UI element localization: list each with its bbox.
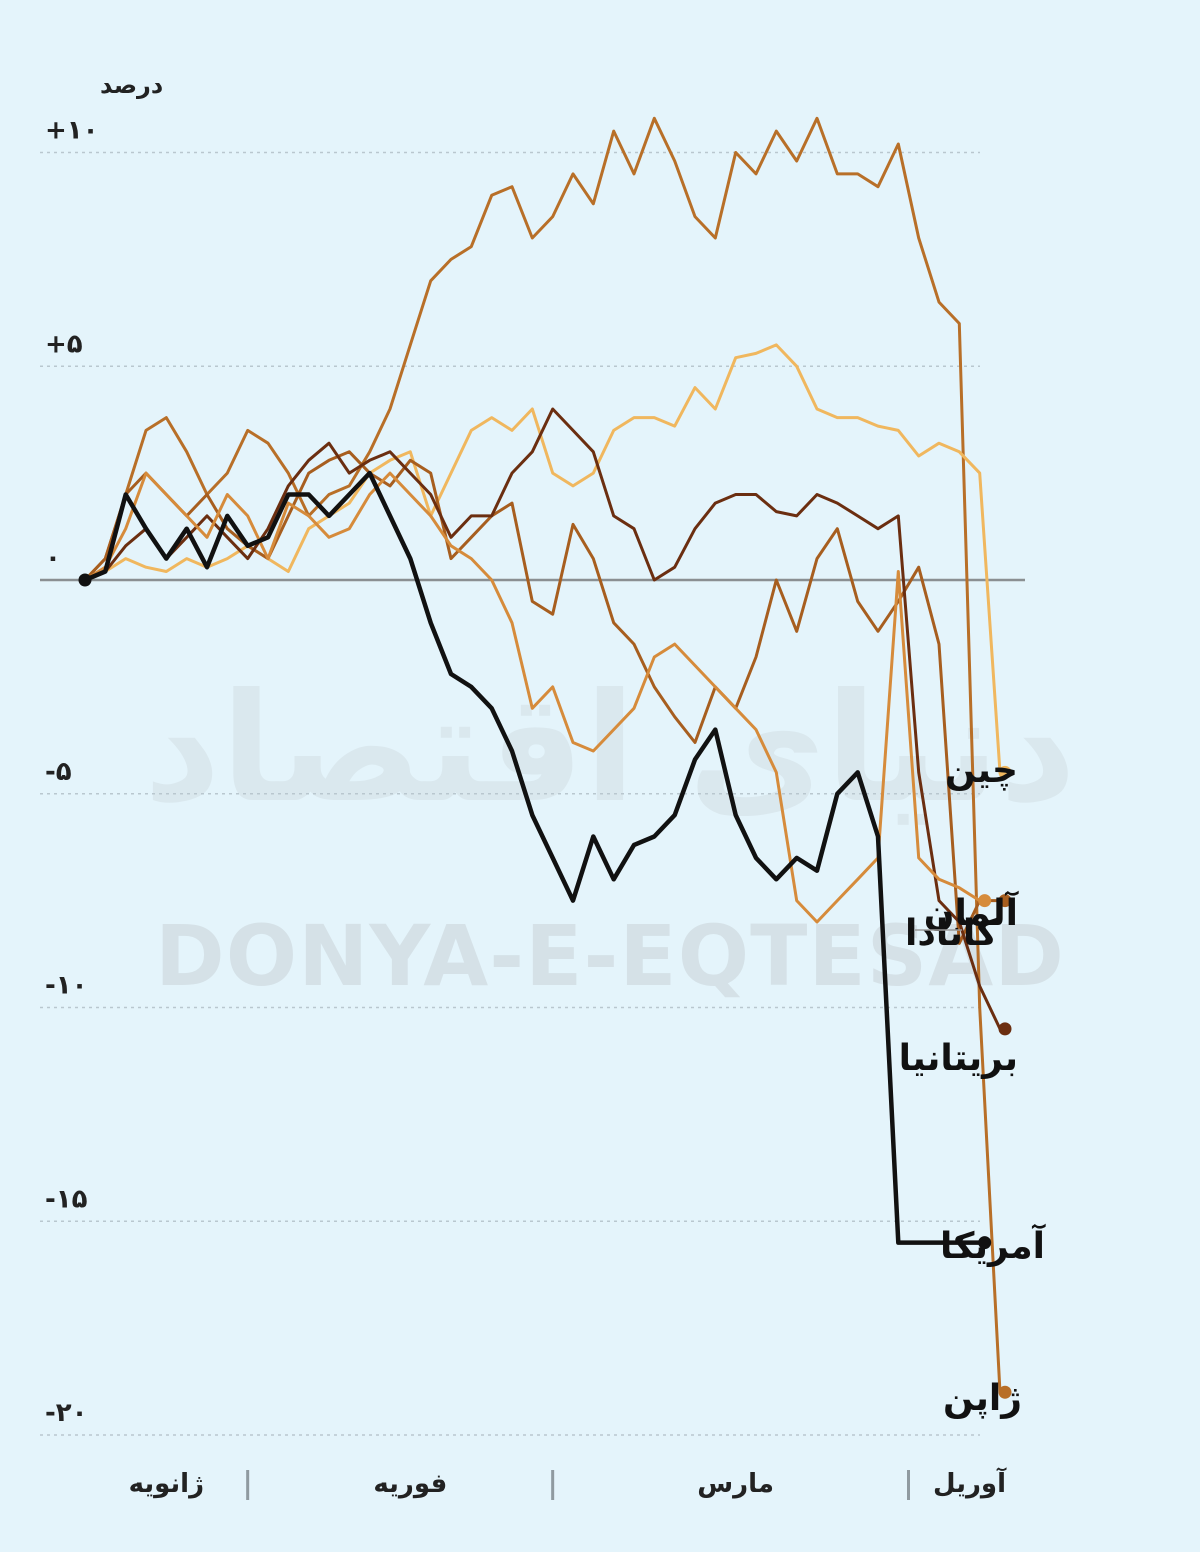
series-endpoint-4 [978,894,992,908]
series-line-5 [82,470,982,1245]
series-label-0: ژاپن [943,1378,1022,1419]
x-tick-label: ژانویه [129,1469,204,1499]
start-point [78,573,92,587]
series-endpoint-1 [998,765,1012,779]
series-line-2 [83,450,1002,945]
series-label-3: بریتانیا [899,1038,1018,1079]
watermark-latin: DONYA-E-EQTESAD [155,907,1065,1005]
y-tick-label: ۰ [45,543,61,573]
series-endpoint-3 [998,1022,1012,1036]
series-endpoint-0 [998,1385,1012,1399]
y-tick-label: -۵ [45,757,72,787]
series-label-1: چین [945,750,1018,791]
watermark: دنیای اقتصاد DONYA-E-EQTESAD [144,662,1077,1005]
watermark-farsi: دنیای اقتصاد [144,662,1077,836]
series-line-0 [83,116,1002,1394]
series-labels: ژاپن چین آلمان بریتانیا کانادا آمریکا [899,750,1047,1419]
gridlines [40,151,1025,1436]
y-unit-label: درصد [100,71,163,99]
series-label-4: کانادا [905,913,997,954]
y-tick-label: -۲۰ [45,1398,88,1428]
x-tick-label: فوریه [373,1469,447,1499]
y-axis: درصد+۱۰ +۵ ۰ -۵ -۱۰ -۱۵ -۲۰ [45,71,163,1428]
x-tick-label: آوریل [933,1467,1007,1499]
x-axis: ژانویه فوریه مارس آوریل [129,1467,1007,1500]
series-line-1 [83,343,1002,774]
series-endpoint-5 [978,1236,992,1250]
series-endpoint-2 [998,894,1012,908]
series-label-2: آلمان [924,890,1020,934]
y-tick-label: -۱۰ [45,971,88,1001]
series-lines [78,116,1012,1399]
y-tick-label: -۱۵ [45,1184,88,1214]
series-label-5: آمریکا [940,1223,1047,1267]
series-line-3 [83,407,1002,1031]
series-line-4 [83,471,982,924]
y-tick-label: +۱۰ [45,116,99,146]
x-tick-label: مارس [697,1469,774,1499]
y-tick-label: +۵ [45,329,83,359]
